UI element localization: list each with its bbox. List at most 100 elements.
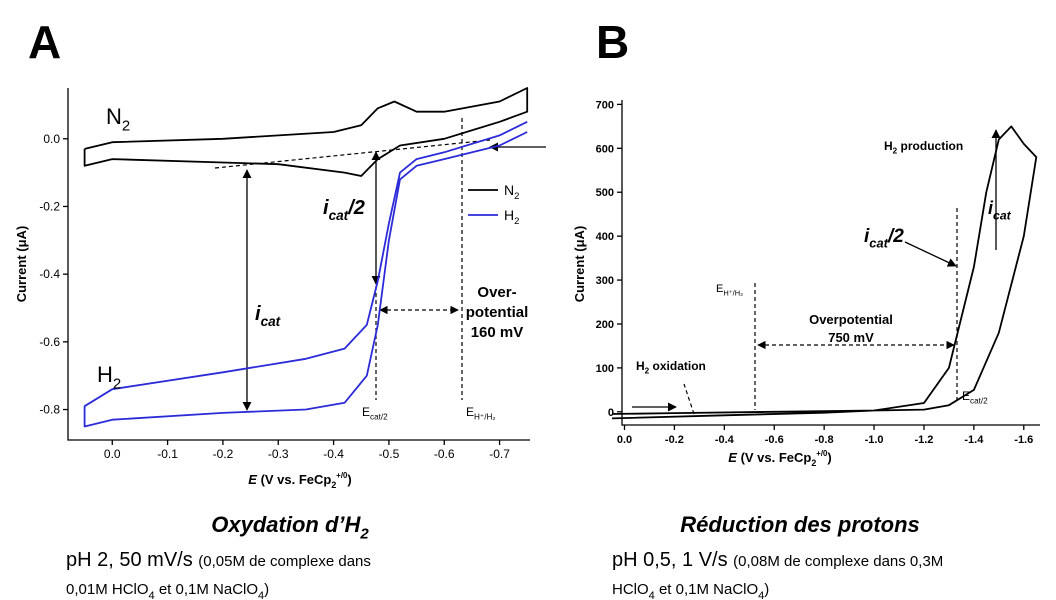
text-segment: -1.6 (1014, 434, 1033, 446)
text-segment: (V vs. FeCp (257, 472, 331, 487)
y-tick-label: -0.6 (39, 335, 60, 349)
y-tick-label: -0.8 (39, 403, 60, 417)
text-segment: -0.2 (665, 434, 684, 446)
text-segment: 2 (893, 147, 898, 156)
text-segment: 0.0 (617, 434, 632, 446)
text-segment: ) (764, 581, 769, 598)
y-tick-label: 200 (596, 319, 614, 331)
text-segment: 2 (331, 480, 336, 490)
text-segment: /2 (887, 226, 904, 247)
annotation: H2 production (884, 139, 963, 156)
text-segment: -0.4 (715, 434, 735, 446)
x-tick-label: -1.6 (1014, 434, 1033, 446)
text-segment: cat (869, 236, 888, 251)
x-tick-label: -0.4 (323, 447, 344, 461)
text-segment: -0.3 (268, 447, 289, 461)
text-segment: pH 2, 50 mV/s (66, 549, 198, 571)
text-segment: H (636, 359, 645, 373)
x-tick-label: -0.8 (815, 434, 834, 446)
text-segment: E (248, 472, 257, 487)
text-segment: E (962, 389, 970, 403)
text-segment: -0.4 (39, 267, 60, 281)
text-segment: ) (347, 472, 351, 487)
text-segment: Réduction des protons (680, 512, 920, 537)
annotation: potential (466, 304, 529, 321)
text-segment: 100 (596, 363, 614, 375)
y-tick-label: 300 (596, 275, 614, 287)
text-segment: E (716, 283, 723, 295)
text-segment: Current (μA) (14, 226, 29, 303)
text-segment: cat (261, 314, 281, 329)
text-segment: H⁺/H₂ (474, 413, 496, 422)
annotation: H2 oxidation (636, 359, 706, 376)
x-tick-label: -0.6 (434, 447, 455, 461)
text-segment: 500 (596, 187, 614, 199)
text-segment: cat/2 (370, 413, 388, 422)
annotation: icat/2 (864, 226, 904, 251)
annotation: Ecat/2 (962, 389, 988, 406)
text-segment: E (466, 405, 474, 419)
text-segment: 200 (596, 319, 614, 331)
x-tick-label: -0.2 (213, 447, 234, 461)
annotation: Ecat/2 (362, 405, 388, 422)
text-segment: ) (264, 581, 269, 598)
text-segment: 2 (113, 376, 121, 393)
cv-curve (611, 125, 1038, 420)
axis-frame (621, 100, 1040, 426)
text-segment: Over- (477, 284, 516, 301)
x-tick-label: -1.2 (914, 434, 933, 446)
text-segment: H (504, 207, 514, 223)
panel-b-annotation-lines (632, 129, 1001, 415)
text-segment: i (988, 198, 994, 218)
caption-line: pH 2, 50 mV/s (0,05M de complexe dans (66, 549, 371, 571)
caption-title: Oxydation d’H2 (211, 512, 369, 543)
text-segment: -0.2 (213, 447, 234, 461)
text-segment: 700 (596, 99, 614, 111)
x-tick-label: -0.1 (157, 447, 178, 461)
annotation: Over- (477, 284, 516, 301)
y-tick-label: 0.0 (43, 132, 60, 146)
text-segment: N (106, 104, 122, 129)
text-segment: -0.6 (765, 434, 784, 446)
text-segment: Oxydation d’H (211, 512, 361, 537)
text-segment: -0.8 (39, 403, 60, 417)
text-segment: i (864, 226, 870, 247)
oxidation-pointer (683, 383, 695, 415)
legend-label: N2 (504, 182, 519, 202)
text-segment: -0.6 (434, 447, 455, 461)
panel-letter: B (596, 16, 629, 68)
text-segment: -0.8 (815, 434, 834, 446)
text-segment: 160 mV (471, 324, 524, 341)
text-segment: /2 (347, 197, 365, 219)
x-tick-label: 0.0 (617, 434, 632, 446)
annotation: icat/2 (323, 197, 365, 223)
x-tick-label: -0.2 (665, 434, 684, 446)
text-segment: +/0 (816, 449, 828, 458)
text-segment: H (884, 139, 893, 153)
text-segment: pH 0,5, 1 V/s (612, 549, 733, 571)
text-segment: 4 (649, 590, 655, 600)
annotation: N2 (106, 104, 130, 135)
text-segment: 2 (122, 118, 130, 135)
caption-title: Réduction des protons (680, 512, 920, 537)
text-segment: E (728, 450, 737, 465)
caption-line: 0,01M HClO4 et 0,1M NaClO4) (66, 581, 269, 600)
y-tick-label: 100 (596, 363, 614, 375)
text-segment: 0,01M HClO (66, 581, 149, 598)
text-segment: 4 (149, 590, 155, 600)
text-segment: (V vs. FeCp (737, 450, 811, 465)
text-segment: cat (993, 208, 1012, 222)
text-segment: 4 (258, 590, 264, 600)
text-segment: 0.0 (104, 447, 121, 461)
annotation: Overpotential (809, 312, 893, 327)
text-segment: (0,05M de complexe dans (198, 553, 371, 570)
x-axis-label: E (V vs. FeCp2+/0) (728, 449, 831, 468)
icat2-arrow (904, 241, 957, 267)
cv-curve (83, 120, 528, 428)
y-tick-label: -0.4 (39, 267, 60, 281)
y-tick-label: 500 (596, 187, 614, 199)
text-segment: B (596, 16, 629, 68)
y-tick-label: 0 (608, 407, 614, 419)
text-segment: oxidation (649, 359, 706, 373)
text-segment: 2 (645, 367, 650, 376)
